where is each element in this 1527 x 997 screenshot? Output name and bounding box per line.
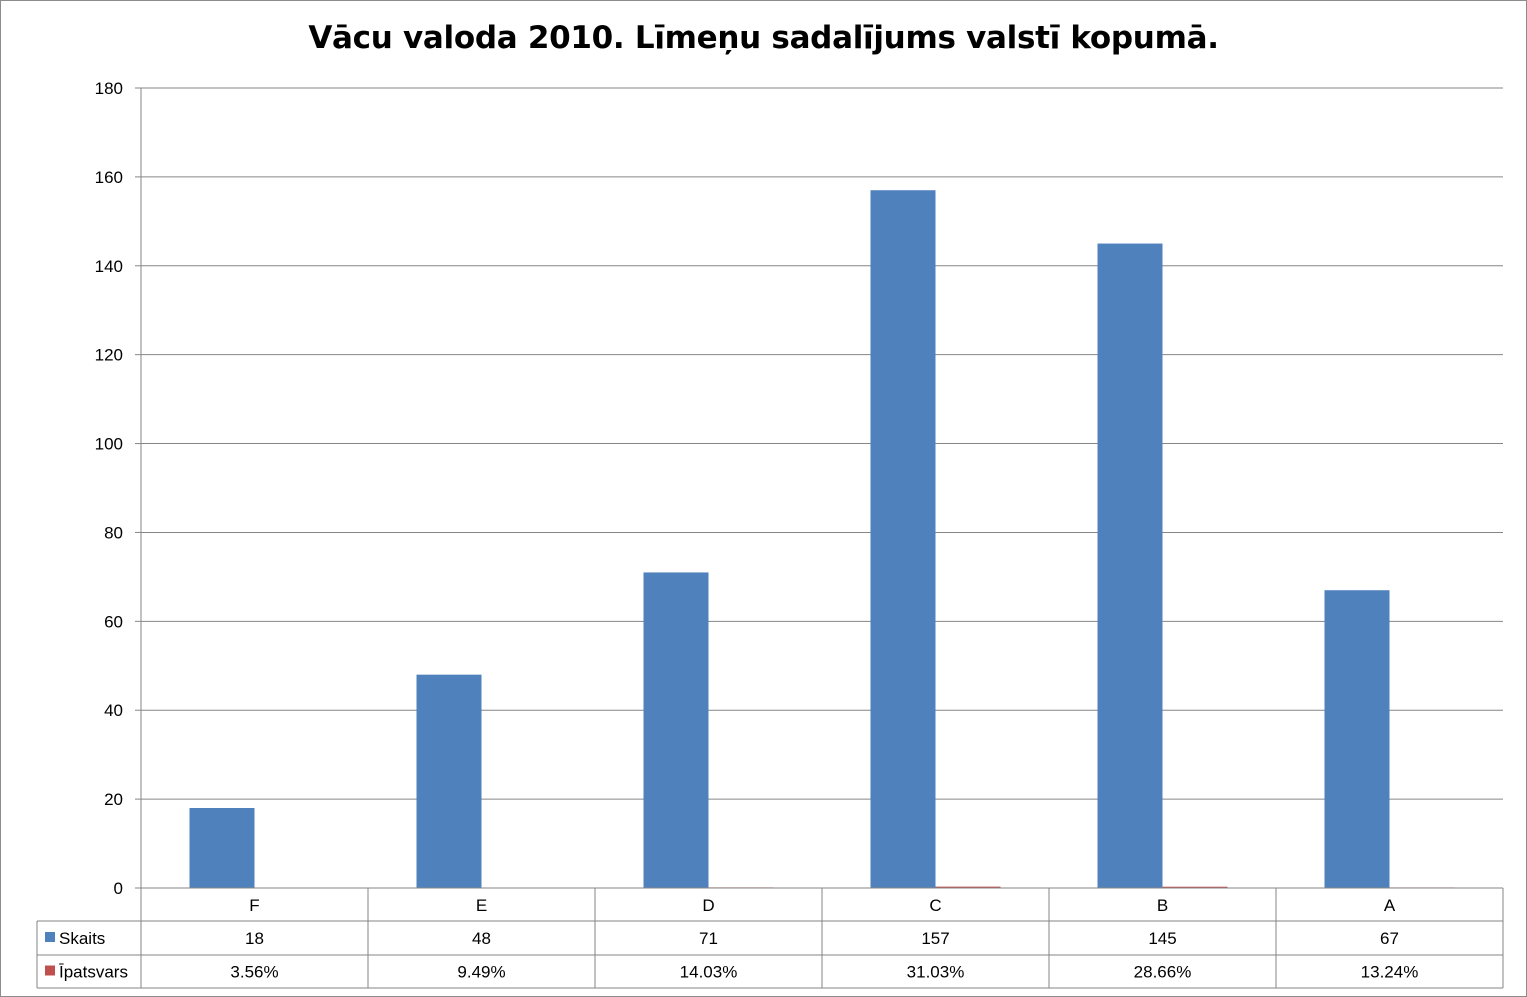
- axes: [135, 88, 1503, 889]
- data-label: 67: [1380, 929, 1399, 948]
- data-label: 71: [699, 929, 718, 948]
- bar-skaits: [1324, 590, 1390, 888]
- data-label: 48: [472, 929, 491, 948]
- x-tick-label: D: [702, 896, 714, 915]
- data-label: 28.66%: [1134, 963, 1192, 982]
- data-label: 13.24%: [1361, 963, 1419, 982]
- data-label: 9.49%: [457, 963, 505, 982]
- chart-title: Vācu valoda 2010. Līmeņu sadalījums vals…: [308, 20, 1219, 56]
- bar-ipatsvars: [1162, 886, 1228, 888]
- legend-label: Īpatsvars: [59, 963, 128, 982]
- data-label: 3.56%: [230, 963, 278, 982]
- data-table: F E D C B A Skaits 18 48 71 157 145 67 Īpatsvars 3.56%…: [36, 888, 1504, 989]
- y-tick-label: 180: [95, 79, 123, 98]
- bar-ipatsvars: [935, 886, 1001, 888]
- y-tick-label: 60: [104, 612, 123, 631]
- bar-skaits: [1097, 243, 1163, 889]
- x-tick-label: A: [1384, 896, 1396, 915]
- y-tick-label: 160: [95, 168, 123, 187]
- data-label: 145: [1148, 929, 1176, 948]
- data-label: 18: [245, 929, 264, 948]
- legend-swatch: [45, 932, 55, 942]
- bar-skaits: [870, 190, 936, 888]
- y-tick-label: 20: [104, 790, 123, 809]
- y-tick-label: 140: [95, 257, 123, 276]
- data-label: 31.03%: [907, 963, 965, 982]
- x-tick-label: F: [249, 896, 259, 915]
- x-tick-label: E: [476, 896, 487, 915]
- y-tick-label: 120: [95, 346, 123, 365]
- y-tick-label: 100: [95, 435, 123, 454]
- data-label: 157: [921, 929, 949, 948]
- data-label: 14.03%: [680, 963, 738, 982]
- y-tick-label: 0: [114, 879, 123, 898]
- legend-swatch: [45, 965, 55, 976]
- legend-label: Skaits: [59, 929, 105, 948]
- bars: [189, 190, 1455, 889]
- y-tick-label: 80: [104, 523, 123, 542]
- gridlines: [141, 87, 1503, 800]
- x-tick-label: B: [1157, 896, 1168, 915]
- y-tick-label: 40: [104, 701, 123, 720]
- y-axis-ticks: 0 20 40 60 80 100 120 140 160 180: [95, 79, 141, 898]
- bar-skaits: [643, 572, 709, 888]
- bar-skaits: [416, 674, 482, 888]
- x-tick-label: C: [929, 896, 941, 915]
- bar-skaits: [189, 808, 255, 888]
